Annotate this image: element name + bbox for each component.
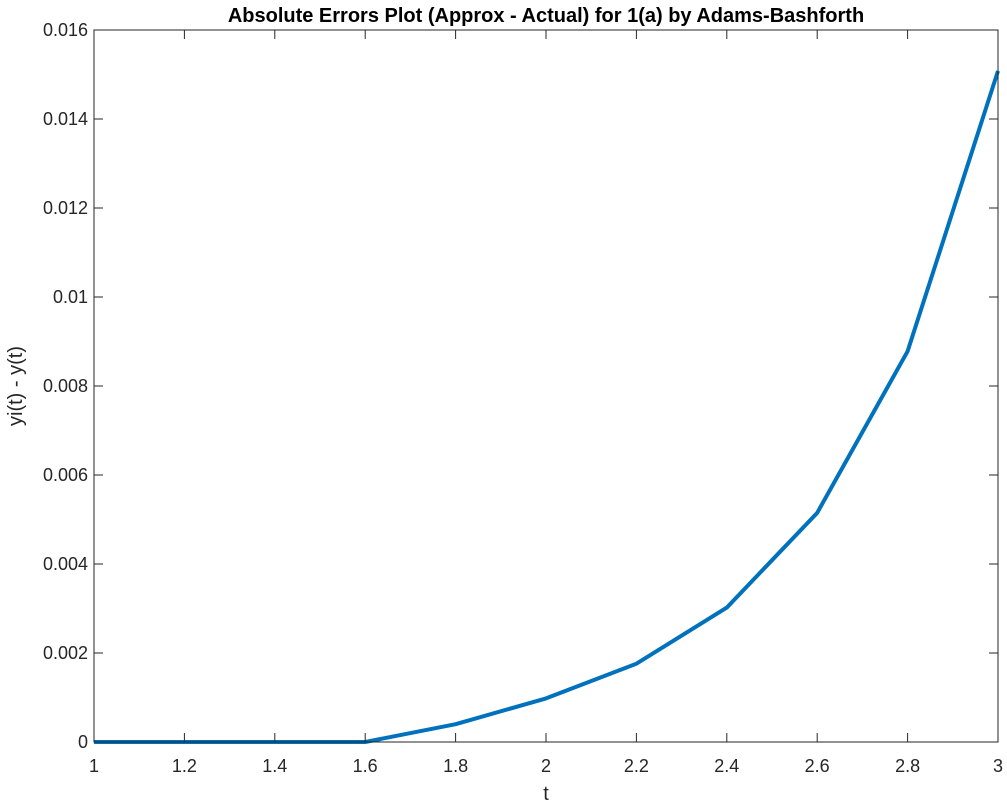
x-tick-label: 3 xyxy=(993,756,1003,776)
x-tick-label: 2 xyxy=(541,756,551,776)
chart-title: Absolute Errors Plot (Approx - Actual) f… xyxy=(228,5,864,27)
x-tick-label: 2.4 xyxy=(714,756,739,776)
x-tick-label: 2.6 xyxy=(805,756,830,776)
x-tick-label: 1.8 xyxy=(443,756,468,776)
y-tick-label: 0 xyxy=(78,732,88,752)
x-axis-ticks: 1 1.2 1.4 1.6 1.8 2 2.2 2.4 2.6 2.8 3 xyxy=(89,30,1003,776)
x-tick-label: 2.8 xyxy=(895,756,920,776)
y-tick-label: 0.004 xyxy=(43,554,88,574)
x-axis-label: t xyxy=(543,783,549,804)
x-tick-label: 2.2 xyxy=(624,756,649,776)
plot-area xyxy=(94,30,998,742)
y-tick-label: 0.012 xyxy=(43,198,88,218)
x-tick-label: 1.2 xyxy=(172,756,197,776)
x-tick-label: 1.4 xyxy=(262,756,287,776)
y-tick-label: 0.006 xyxy=(43,465,88,485)
x-tick-label: 1 xyxy=(89,756,99,776)
y-tick-label: 0.002 xyxy=(43,643,88,663)
x-tick-label: 1.6 xyxy=(353,756,378,776)
y-axis-ticks: 0 0.002 0.004 0.006 0.008 0.01 0.012 0.014 0.016 xyxy=(43,20,998,752)
y-tick-label: 0.01 xyxy=(53,287,88,307)
y-tick-label: 0.008 xyxy=(43,376,88,396)
y-axis-label: yi(t) - y(t) xyxy=(5,346,27,426)
y-tick-label: 0.016 xyxy=(43,20,88,40)
y-tick-label: 0.014 xyxy=(43,109,88,129)
